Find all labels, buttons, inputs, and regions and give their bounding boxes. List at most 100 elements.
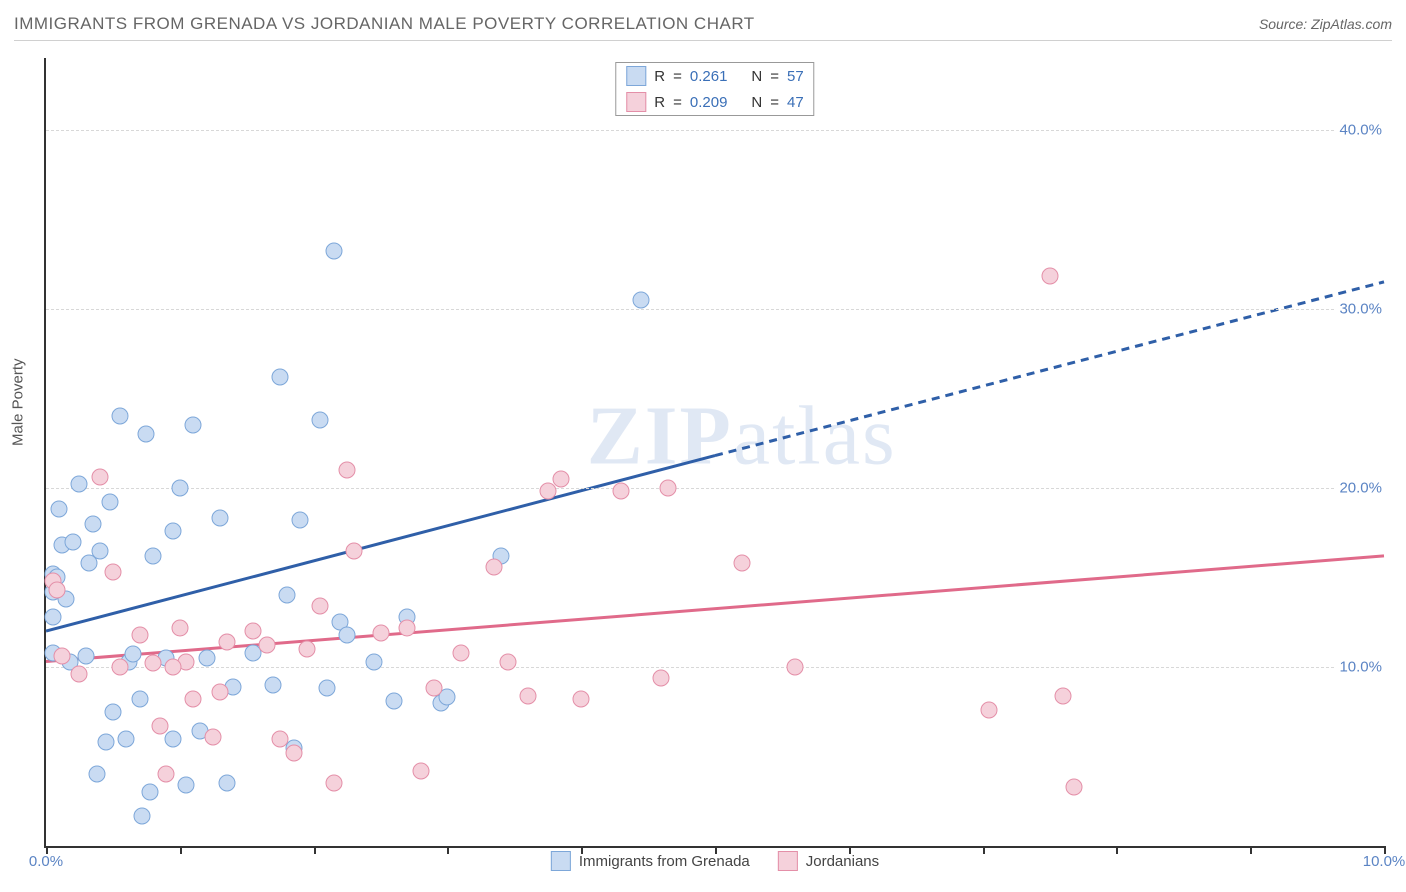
data-point-grenada: [78, 648, 95, 665]
data-point-grenada: [102, 494, 119, 511]
data-point-grenada: [88, 766, 105, 783]
legend-stats: R = 0.261 N = 57 R = 0.209 N = 47: [615, 62, 814, 116]
chart-title: IMMIGRANTS FROM GRENADA VS JORDANIAN MAL…: [14, 14, 755, 34]
data-point-jordan: [151, 718, 168, 735]
legend-stats-row: R = 0.209 N = 47: [616, 89, 813, 115]
data-point-grenada: [124, 646, 141, 663]
data-point-grenada: [165, 522, 182, 539]
source-label: Source: ZipAtlas.com: [1259, 16, 1392, 32]
data-point-grenada: [80, 555, 97, 572]
data-point-jordan: [345, 542, 362, 559]
data-point-jordan: [285, 744, 302, 761]
data-point-jordan: [539, 483, 556, 500]
data-point-grenada: [118, 730, 135, 747]
data-point-grenada: [292, 512, 309, 529]
data-point-grenada: [272, 368, 289, 385]
data-point-jordan: [185, 691, 202, 708]
data-point-grenada: [165, 730, 182, 747]
data-point-grenada: [318, 680, 335, 697]
y-tick-label: 40.0%: [1335, 121, 1386, 138]
data-point-grenada: [211, 510, 228, 527]
data-point-jordan: [426, 680, 443, 697]
data-point-jordan: [613, 483, 630, 500]
data-point-jordan: [91, 469, 108, 486]
data-point-jordan: [412, 762, 429, 779]
x-tick: [180, 846, 182, 854]
title-bar: IMMIGRANTS FROM GRENADA VS JORDANIAN MAL…: [14, 14, 1392, 41]
data-point-jordan: [218, 633, 235, 650]
gridline: [46, 667, 1384, 668]
data-point-grenada: [111, 408, 128, 425]
n-label: N: [751, 68, 762, 85]
y-tick-label: 10.0%: [1335, 658, 1386, 675]
plot-svg: [46, 58, 1384, 846]
trend-line: [46, 456, 715, 632]
data-point-jordan: [573, 691, 590, 708]
data-point-grenada: [142, 784, 159, 801]
series-label: Immigrants from Grenada: [579, 853, 750, 870]
data-point-jordan: [399, 619, 416, 636]
data-point-jordan: [258, 637, 275, 654]
r-label: R: [654, 68, 665, 85]
data-point-grenada: [325, 243, 342, 260]
data-point-jordan: [312, 598, 329, 615]
data-point-jordan: [171, 619, 188, 636]
x-tick: [1116, 846, 1118, 854]
data-point-grenada: [365, 653, 382, 670]
data-point-grenada: [385, 692, 402, 709]
data-point-jordan: [48, 581, 65, 598]
data-point-grenada: [98, 734, 115, 751]
gridline: [46, 309, 1384, 310]
data-point-grenada: [218, 775, 235, 792]
scatter-plot: ZIPatlas R = 0.261 N = 57 R = 0.209 N =: [44, 58, 1384, 848]
swatch-grenada: [626, 66, 646, 86]
data-point-jordan: [165, 658, 182, 675]
data-point-grenada: [44, 608, 61, 625]
legend-stats-row: R = 0.261 N = 57: [616, 63, 813, 89]
data-point-jordan: [205, 728, 222, 745]
data-point-grenada: [178, 777, 195, 794]
data-point-jordan: [111, 658, 128, 675]
data-point-grenada: [198, 649, 215, 666]
data-point-jordan: [158, 766, 175, 783]
data-point-jordan: [787, 658, 804, 675]
swatch-grenada: [551, 851, 571, 871]
x-tick: [1250, 846, 1252, 854]
y-tick-label: 30.0%: [1335, 300, 1386, 317]
data-point-jordan: [104, 563, 121, 580]
data-point-jordan: [272, 730, 289, 747]
x-tick: [447, 846, 449, 854]
data-point-grenada: [71, 476, 88, 493]
data-point-jordan: [1041, 268, 1058, 285]
data-point-jordan: [1065, 778, 1082, 795]
series-label: Jordanians: [806, 853, 879, 870]
y-axis-title: Male Poverty: [10, 358, 27, 446]
data-point-jordan: [653, 669, 670, 686]
data-point-jordan: [1054, 687, 1071, 704]
data-point-jordan: [499, 653, 516, 670]
x-tick-label: 0.0%: [29, 853, 63, 870]
x-tick: [849, 846, 851, 854]
data-point-grenada: [64, 533, 81, 550]
legend-item-grenada: Immigrants from Grenada: [551, 851, 750, 871]
data-point-grenada: [633, 291, 650, 308]
data-point-jordan: [372, 624, 389, 641]
gridline: [46, 488, 1384, 489]
data-point-jordan: [131, 626, 148, 643]
data-point-jordan: [211, 683, 228, 700]
data-point-grenada: [104, 703, 121, 720]
data-point-jordan: [981, 701, 998, 718]
data-point-jordan: [54, 648, 71, 665]
data-point-jordan: [519, 687, 536, 704]
data-point-jordan: [298, 641, 315, 658]
x-tick: [983, 846, 985, 854]
data-point-jordan: [145, 655, 162, 672]
data-point-grenada: [134, 807, 151, 824]
legend-series: Immigrants from Grenada Jordanians: [545, 851, 885, 871]
n-value-jordan: 47: [787, 94, 804, 111]
data-point-grenada: [84, 515, 101, 532]
data-point-grenada: [339, 626, 356, 643]
legend-item-jordan: Jordanians: [778, 851, 879, 871]
n-value-grenada: 57: [787, 68, 804, 85]
data-point-jordan: [553, 470, 570, 487]
